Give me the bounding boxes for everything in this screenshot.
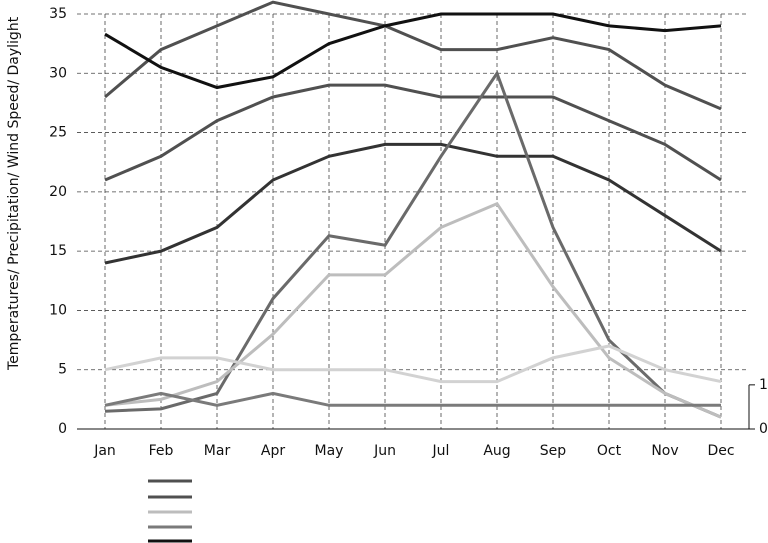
series-line: [104, 391, 721, 407]
y2-tick-label: 0: [759, 421, 768, 437]
x-tick-label: Aug: [483, 443, 510, 459]
y-tick-label: 30: [49, 65, 67, 81]
x-tick-label: Sep: [540, 443, 567, 459]
y-tick-label: 20: [49, 184, 67, 200]
x-tick-label: Jan: [93, 443, 116, 459]
y-tick-label: 35: [49, 6, 67, 22]
x-tick-label: Mar: [204, 443, 231, 459]
series-line: [104, 201, 722, 419]
x-tick-label: Feb: [149, 443, 174, 459]
x-tick-label: Apr: [261, 443, 285, 459]
series-line: [104, 83, 722, 182]
x-tick-label: Jun: [373, 443, 396, 459]
y-tick-label: 0: [58, 421, 67, 437]
y-tick-label: 5: [58, 362, 67, 378]
x-tick-label: Jul: [432, 443, 450, 459]
y-tick-label: 25: [49, 125, 67, 141]
legend: [148, 479, 192, 543]
series-line: [104, 142, 722, 265]
y-tick-label: 10: [49, 302, 67, 318]
series-line: [104, 70, 722, 419]
x-tick-label: Oct: [597, 443, 622, 459]
x-tick-label: Dec: [707, 443, 734, 459]
y-tick-label: 15: [49, 243, 67, 259]
series-line: [104, 0, 722, 111]
series-line: [104, 344, 722, 384]
x-tick-label: Nov: [651, 443, 678, 459]
y-axis-label: Temperatures/ Precipitation/ Wind Speed/…: [6, 16, 22, 371]
y2-tick-label: 1: [759, 377, 768, 393]
series-line: [104, 12, 722, 90]
x-tick-label: May: [315, 443, 344, 459]
